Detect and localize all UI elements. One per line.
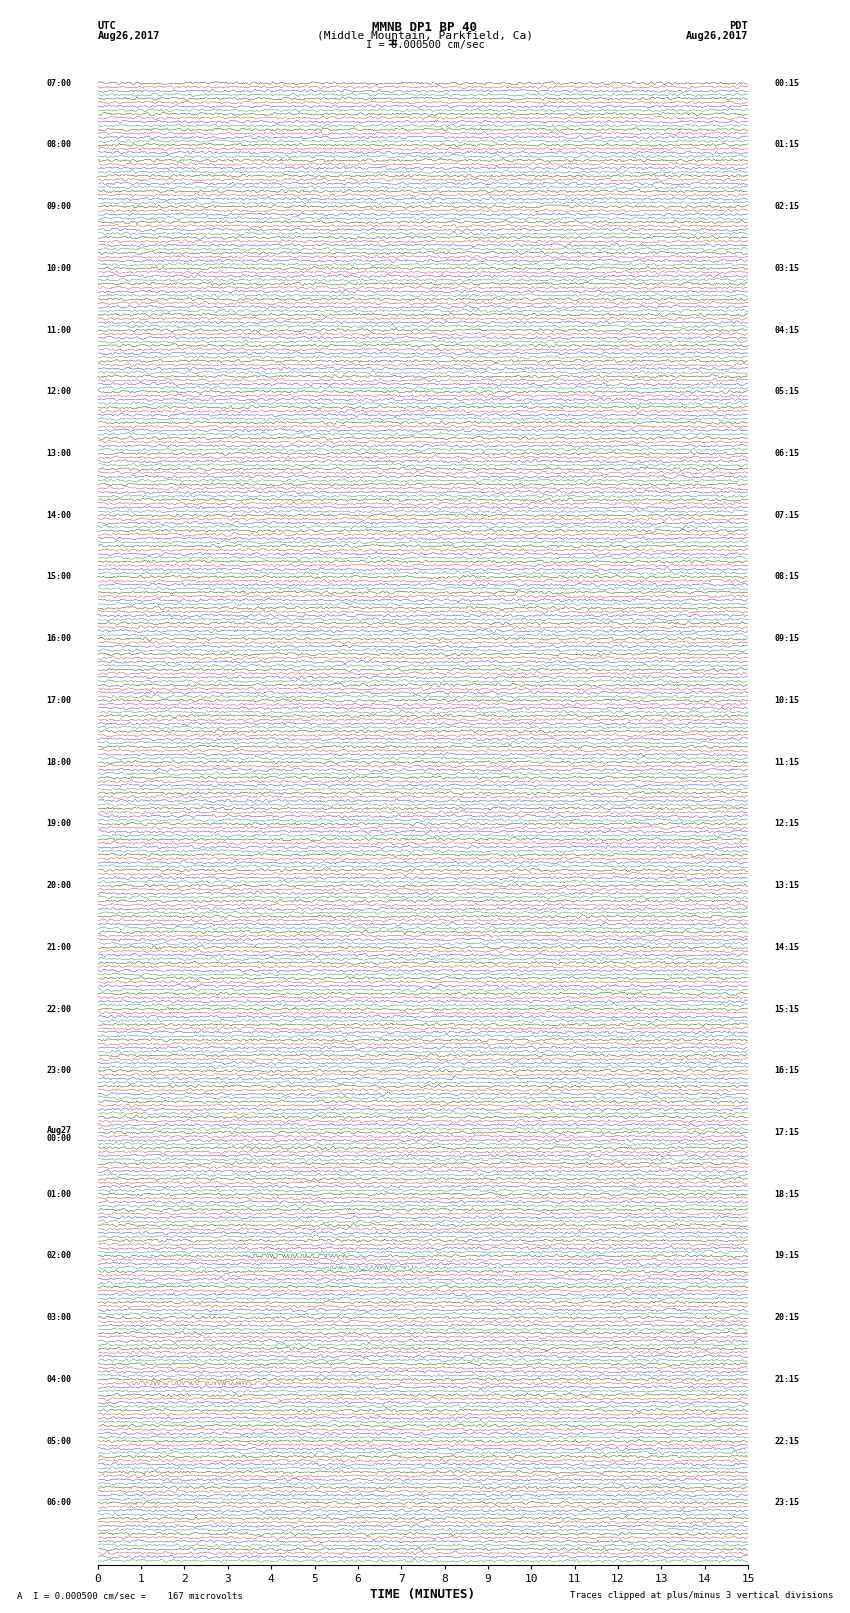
Text: A  I = 0.000500 cm/sec =    167 microvolts: A I = 0.000500 cm/sec = 167 microvolts	[17, 1590, 243, 1600]
Text: 21:15: 21:15	[774, 1374, 799, 1384]
Text: 01:15: 01:15	[774, 140, 799, 150]
Text: 16:00: 16:00	[47, 634, 71, 644]
Text: 13:15: 13:15	[774, 881, 799, 890]
Text: 09:15: 09:15	[774, 634, 799, 644]
X-axis label: TIME (MINUTES): TIME (MINUTES)	[371, 1587, 475, 1600]
Text: Aug26,2017: Aug26,2017	[685, 31, 748, 40]
Text: 18:15: 18:15	[774, 1190, 799, 1198]
Text: 21:00: 21:00	[47, 944, 71, 952]
Text: 02:15: 02:15	[774, 202, 799, 211]
Text: 08:15: 08:15	[774, 573, 799, 582]
Text: 01:00: 01:00	[47, 1190, 71, 1198]
Text: 07:15: 07:15	[774, 511, 799, 519]
Text: MMNB DP1 BP 40: MMNB DP1 BP 40	[372, 21, 478, 34]
Text: 11:00: 11:00	[47, 326, 71, 334]
Text: 03:00: 03:00	[47, 1313, 71, 1323]
Text: 11:15: 11:15	[774, 758, 799, 766]
Text: 02:00: 02:00	[47, 1252, 71, 1260]
Text: 20:00: 20:00	[47, 881, 71, 890]
Text: 15:00: 15:00	[47, 573, 71, 582]
Text: 20:15: 20:15	[774, 1313, 799, 1323]
Text: 13:00: 13:00	[47, 448, 71, 458]
Text: 18:00: 18:00	[47, 758, 71, 766]
Text: 05:00: 05:00	[47, 1437, 71, 1445]
Text: 14:00: 14:00	[47, 511, 71, 519]
Text: 06:00: 06:00	[47, 1498, 71, 1508]
Text: 14:15: 14:15	[774, 944, 799, 952]
Text: 19:15: 19:15	[774, 1252, 799, 1260]
Text: 23:00: 23:00	[47, 1066, 71, 1076]
Text: Traces clipped at plus/minus 3 vertical divisions: Traces clipped at plus/minus 3 vertical …	[570, 1590, 833, 1600]
Text: Aug26,2017: Aug26,2017	[98, 31, 161, 40]
Text: 15:15: 15:15	[774, 1005, 799, 1013]
Text: 17:15: 17:15	[774, 1127, 799, 1137]
Text: PDT: PDT	[729, 21, 748, 31]
Text: 22:15: 22:15	[774, 1437, 799, 1445]
Text: 00:15: 00:15	[774, 79, 799, 87]
Text: 10:15: 10:15	[774, 695, 799, 705]
Text: 04:00: 04:00	[47, 1374, 71, 1384]
Text: 08:00: 08:00	[47, 140, 71, 150]
Text: 22:00: 22:00	[47, 1005, 71, 1013]
Text: UTC: UTC	[98, 21, 116, 31]
Text: 00:00: 00:00	[47, 1134, 71, 1144]
Text: 09:00: 09:00	[47, 202, 71, 211]
Text: 04:15: 04:15	[774, 326, 799, 334]
Text: 12:00: 12:00	[47, 387, 71, 397]
Text: Aug27: Aug27	[47, 1126, 71, 1136]
Text: 03:15: 03:15	[774, 265, 799, 273]
Text: (Middle Mountain, Parkfield, Ca): (Middle Mountain, Parkfield, Ca)	[317, 31, 533, 40]
Text: I = 0.000500 cm/sec: I = 0.000500 cm/sec	[366, 40, 484, 50]
Text: 23:15: 23:15	[774, 1498, 799, 1508]
Text: 05:15: 05:15	[774, 387, 799, 397]
Text: 17:00: 17:00	[47, 695, 71, 705]
Text: 10:00: 10:00	[47, 265, 71, 273]
Text: 07:00: 07:00	[47, 79, 71, 87]
Text: 19:00: 19:00	[47, 819, 71, 829]
Text: 06:15: 06:15	[774, 448, 799, 458]
Text: 16:15: 16:15	[774, 1066, 799, 1076]
Text: 12:15: 12:15	[774, 819, 799, 829]
